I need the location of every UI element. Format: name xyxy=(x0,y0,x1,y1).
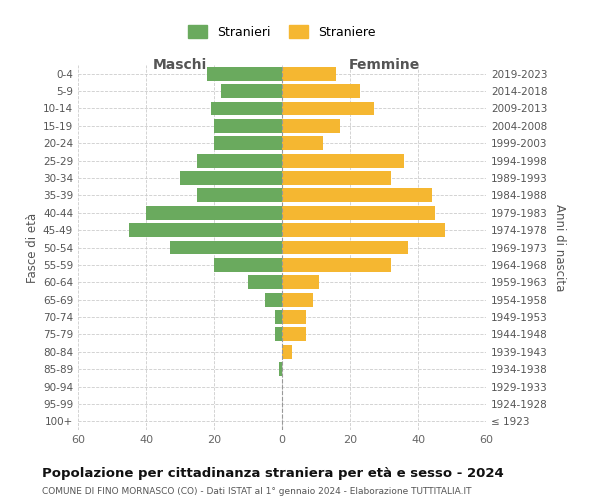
Bar xyxy=(282,188,431,202)
Bar xyxy=(211,102,282,116)
Bar xyxy=(282,223,445,237)
Bar xyxy=(282,154,404,168)
Bar xyxy=(214,119,282,133)
Bar xyxy=(170,240,282,254)
Bar xyxy=(282,84,360,98)
Bar xyxy=(282,206,435,220)
Bar xyxy=(129,223,282,237)
Bar xyxy=(248,276,282,289)
Bar xyxy=(275,310,282,324)
Text: Maschi: Maschi xyxy=(153,58,207,72)
Bar xyxy=(282,328,306,342)
Bar xyxy=(278,362,282,376)
Bar xyxy=(207,66,282,80)
Bar xyxy=(282,345,292,358)
Bar xyxy=(180,171,282,185)
Text: Femmine: Femmine xyxy=(349,58,419,72)
Bar xyxy=(214,136,282,150)
Bar xyxy=(282,292,313,306)
Bar xyxy=(197,188,282,202)
Bar xyxy=(282,310,306,324)
Bar xyxy=(265,292,282,306)
Bar xyxy=(282,240,408,254)
Bar xyxy=(282,171,391,185)
Bar xyxy=(197,154,282,168)
Bar xyxy=(282,102,374,116)
Bar xyxy=(282,276,319,289)
Y-axis label: Anni di nascita: Anni di nascita xyxy=(553,204,566,291)
Bar xyxy=(282,136,323,150)
Text: Popolazione per cittadinanza straniera per età e sesso - 2024: Popolazione per cittadinanza straniera p… xyxy=(42,468,504,480)
Text: COMUNE DI FINO MORNASCO (CO) - Dati ISTAT al 1° gennaio 2024 - Elaborazione TUTT: COMUNE DI FINO MORNASCO (CO) - Dati ISTA… xyxy=(42,488,472,496)
Bar xyxy=(282,258,391,272)
Bar xyxy=(214,258,282,272)
Bar xyxy=(282,66,337,80)
Bar xyxy=(146,206,282,220)
Y-axis label: Fasce di età: Fasce di età xyxy=(26,212,39,282)
Bar xyxy=(275,328,282,342)
Bar xyxy=(282,119,340,133)
Legend: Stranieri, Straniere: Stranieri, Straniere xyxy=(184,20,380,44)
Bar xyxy=(221,84,282,98)
